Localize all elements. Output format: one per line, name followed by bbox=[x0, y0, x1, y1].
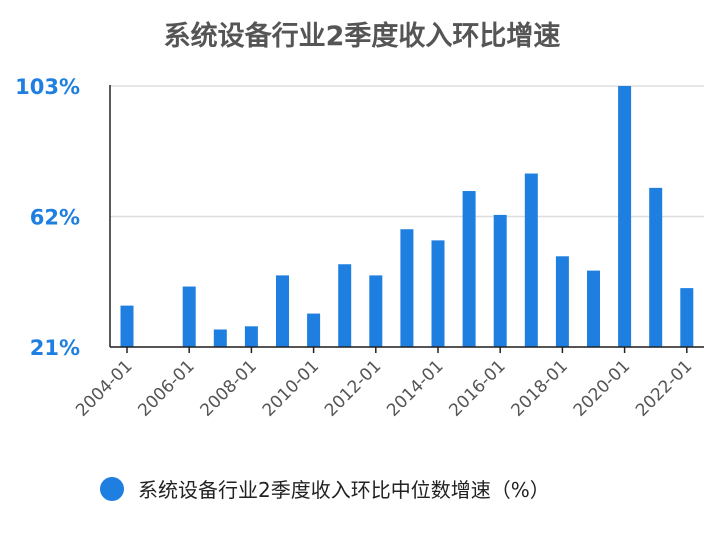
bar-2019-01 bbox=[587, 270, 600, 347]
bar-2021-01 bbox=[649, 187, 663, 347]
bar-2012-01 bbox=[369, 275, 383, 347]
x-tick-label: 2010-01 bbox=[259, 356, 323, 420]
bar-2009-01 bbox=[276, 275, 289, 347]
legend: 系统设备行业2季度收入环比中位数增速（%） bbox=[100, 474, 550, 503]
bar-2018-01 bbox=[555, 256, 569, 347]
bar-2022-01 bbox=[680, 288, 694, 347]
x-tick-label: 2012-01 bbox=[321, 356, 385, 420]
bar-2017-01 bbox=[524, 173, 538, 347]
legend-label: 系统设备行业2季度收入环比中位数增速（%） bbox=[138, 478, 550, 502]
x-tick-label: 2006-01 bbox=[134, 356, 198, 420]
bar-2020-01 bbox=[618, 86, 632, 347]
x-tick-label: 2018-01 bbox=[508, 356, 572, 420]
bar-2014-01 bbox=[431, 240, 445, 347]
x-tick-label: 2014-01 bbox=[383, 356, 447, 420]
y-tick-label: 62% bbox=[30, 206, 80, 230]
x-tick-label: 2008-01 bbox=[197, 356, 261, 420]
x-tick-label: 2016-01 bbox=[445, 356, 509, 420]
bar-2015-01 bbox=[462, 191, 476, 347]
bar-2016-01 bbox=[493, 214, 507, 347]
bar-2010-01 bbox=[307, 313, 321, 347]
bar-2008-01 bbox=[244, 326, 258, 347]
bar-2011-01 bbox=[338, 264, 352, 347]
bar-2006-01 bbox=[182, 286, 196, 347]
x-tick-label: 2022-01 bbox=[632, 356, 696, 420]
y-tick-label: 21% bbox=[30, 336, 80, 360]
x-tick-label: 2004-01 bbox=[72, 356, 136, 420]
x-tick-label: 2020-01 bbox=[570, 356, 634, 420]
bar-2013-01 bbox=[400, 229, 414, 347]
chart-title: 系统设备行业2季度收入环比增速 bbox=[163, 21, 561, 52]
legend-marker bbox=[100, 476, 124, 501]
bar-2007-01 bbox=[213, 329, 227, 347]
y-tick-label: 103% bbox=[15, 75, 80, 99]
bar-2004-01 bbox=[120, 305, 134, 347]
